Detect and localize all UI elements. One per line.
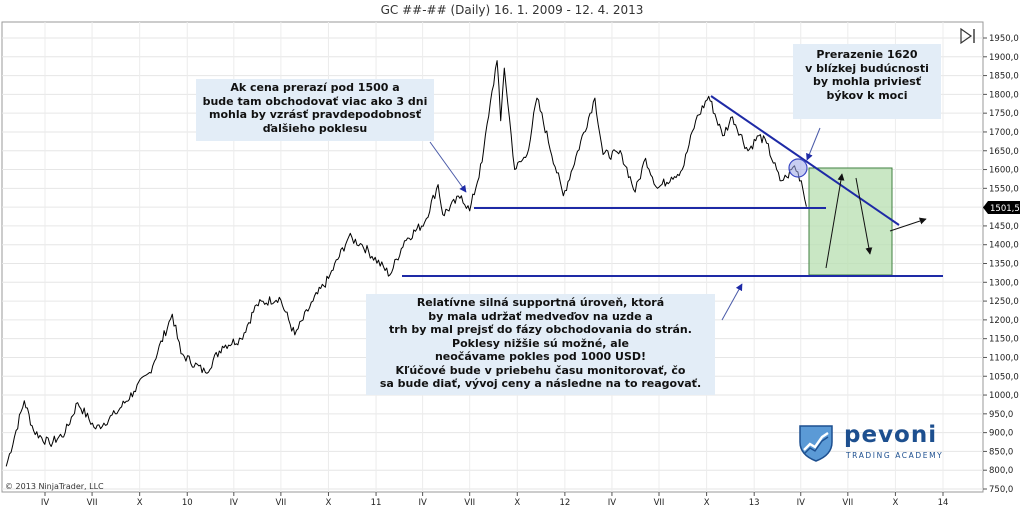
trendline: [710, 95, 900, 226]
shield-chart-icon: [799, 425, 833, 462]
y-tick-label: 1250,0: [989, 297, 1019, 307]
last-price-tag: 1501,5: [983, 201, 1020, 214]
y-tick-label: 1350,0: [989, 260, 1019, 270]
x-tick-label: X: [514, 498, 520, 508]
note-support: Relatívne silná supportná úroveň, ktorá …: [366, 294, 715, 395]
x-tick-label: VII: [87, 498, 98, 508]
scenario-arrow-right: [889, 217, 927, 232]
y-tick-label: 1200,0: [989, 316, 1019, 326]
last-price-label: 1501,5: [990, 204, 1020, 214]
note-1620: Prerazenie 1620 v blízkej budúcnosti by …: [793, 44, 941, 119]
x-tick-label: 14: [938, 498, 949, 508]
y-tick-label: 1750,0: [989, 109, 1019, 119]
chart-title: GC ##-## (Daily) 16. 1. 2009 - 12. 4. 20…: [381, 3, 644, 17]
x-tick-label: 12: [559, 498, 570, 508]
y-tick-label: 1650,0: [989, 147, 1019, 157]
y-tick-label: 750,0: [989, 485, 1013, 495]
y-tick-label: 1850,0: [989, 72, 1019, 82]
y-tick-label: 800,0: [989, 466, 1013, 476]
y-tick-label: 1450,0: [989, 222, 1019, 232]
copyright-label: © 2013 NinjaTrader, LLC: [5, 482, 104, 491]
scenario-arrow-down: [855, 177, 873, 255]
y-tick-label: 1050,0: [989, 372, 1019, 382]
pointer-arrow-1500: [429, 141, 467, 193]
x-axis: IV VII X 10 IV VII X 11 IV VII X 12 IV VII X 13 IV VII X 14: [41, 492, 949, 508]
pointer-arrow-1620: [806, 127, 821, 161]
y-tick-label: 1400,0: [989, 241, 1019, 251]
logo-subtitle: TRADING ACADEMY: [846, 451, 944, 460]
y-tick-label: 1550,0: [989, 184, 1019, 194]
x-tick-label: IV: [797, 498, 806, 508]
breakout-circle: [788, 158, 808, 178]
y-tick-label: 1800,0: [989, 90, 1019, 100]
price-series-line: [5, 60, 807, 467]
y-tick-label: 850,0: [989, 447, 1013, 457]
y-axis: 1950,0 1900,0 1850,0 1800,0 1750,0 1700,0 1650…: [983, 34, 1019, 495]
y-tick-label: 950,0: [989, 410, 1013, 420]
logo-name: pevoni: [844, 422, 938, 448]
x-tick-label: IV: [230, 498, 239, 508]
y-tick-label: 1300,0: [989, 278, 1019, 288]
x-tick-label: VII: [654, 498, 665, 508]
x-tick-label: X: [137, 498, 143, 508]
x-tick-label: X: [892, 498, 898, 508]
y-tick-label: 1950,0: [989, 34, 1019, 44]
note-1500: Ak cena prerazí pod 1500 a bude tam obch…: [196, 79, 434, 141]
scenario-arrow-up: [825, 173, 845, 269]
x-tick-label: 11: [371, 498, 382, 508]
y-tick-label: 1100,0: [989, 353, 1019, 363]
scroll-to-end-icon[interactable]: [960, 27, 975, 45]
plot-frame: [1, 21, 984, 493]
y-tick-label: 900,0: [989, 429, 1013, 439]
x-tick-label: VII: [842, 498, 853, 508]
y-tick-label: 1700,0: [989, 128, 1019, 138]
x-tick-label: X: [326, 498, 332, 508]
x-tick-label: IV: [608, 498, 617, 508]
y-tick-label: 1150,0: [989, 335, 1019, 345]
x-tick-label: 10: [182, 498, 193, 508]
y-tick-label: 1600,0: [989, 166, 1019, 176]
projection-box: [808, 167, 893, 276]
pointer-arrow-support: [721, 283, 743, 321]
logo: pevoni TRADING ACADEMY: [796, 420, 956, 464]
x-tick-label: VII: [275, 498, 286, 508]
x-tick-label: IV: [418, 498, 427, 508]
x-tick-label: VII: [464, 498, 475, 508]
y-tick-label: 1900,0: [989, 53, 1019, 63]
y-tick-label: 1000,0: [989, 391, 1019, 401]
x-tick-label: X: [704, 498, 710, 508]
x-tick-label: 13: [749, 498, 760, 508]
x-tick-label: IV: [41, 498, 50, 508]
